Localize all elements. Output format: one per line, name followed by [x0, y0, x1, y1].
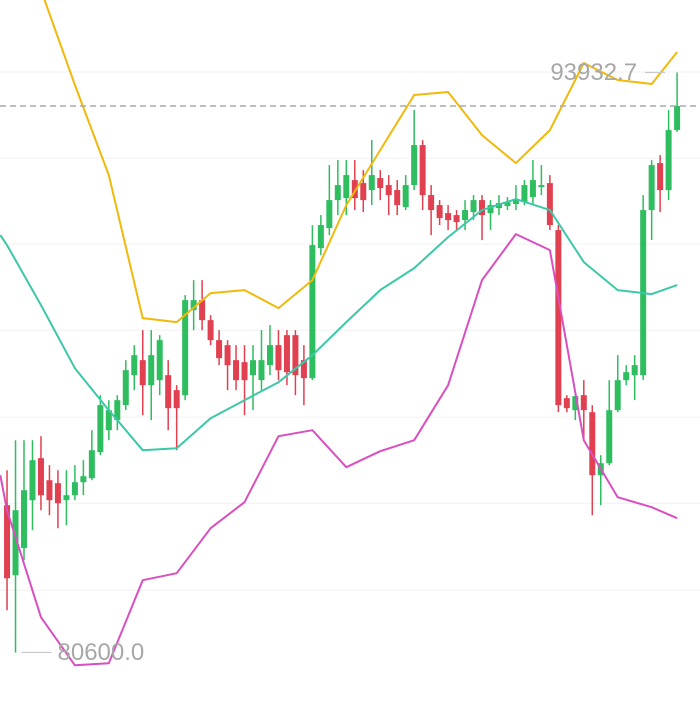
candle-body — [411, 145, 418, 186]
candle-body — [580, 395, 587, 411]
candle-body — [88, 450, 95, 479]
candle-body — [563, 398, 570, 409]
candle-body — [351, 180, 358, 199]
candle-body — [377, 178, 384, 189]
candle-body — [46, 480, 53, 501]
candle-body — [71, 482, 78, 496]
candle-body — [105, 410, 112, 431]
candle-body — [648, 165, 655, 211]
candle-body — [529, 180, 536, 198]
candle-body — [309, 245, 316, 379]
candle-body — [258, 360, 265, 381]
candle-body — [657, 163, 664, 191]
candle-body — [436, 205, 443, 219]
candle-body — [512, 200, 519, 205]
candle-body — [674, 106, 681, 131]
band-line — [0, 233, 678, 667]
candle-body — [131, 355, 138, 376]
candle-body — [4, 505, 11, 579]
candle-body — [504, 202, 511, 207]
candle-body — [275, 345, 282, 371]
candle-body — [241, 362, 248, 381]
candle-body — [487, 205, 494, 214]
candle-body — [21, 490, 28, 549]
candle-body — [572, 396, 579, 411]
candle-body — [614, 380, 621, 411]
candle-body — [462, 210, 469, 221]
candle-body — [224, 345, 231, 366]
candle-body — [156, 340, 163, 381]
candle-body — [80, 476, 87, 483]
candle-body — [139, 360, 146, 386]
candle-body — [555, 230, 562, 406]
candle-body — [122, 370, 129, 406]
min-label: 80600.0 — [58, 639, 145, 666]
candle-body — [266, 345, 273, 366]
candle-body — [216, 340, 223, 359]
candle-body — [631, 365, 638, 376]
candle-body — [368, 175, 375, 191]
candle-body — [360, 183, 367, 201]
candle-body — [29, 460, 36, 501]
candle-body — [148, 355, 155, 386]
candle-body — [334, 185, 341, 201]
candle-body — [37, 458, 44, 496]
candle-body — [233, 360, 240, 381]
candle-body — [589, 412, 596, 476]
candle-body — [190, 300, 197, 311]
candle-body — [394, 190, 401, 206]
candle-body — [165, 375, 172, 409]
candle-body — [402, 185, 409, 208]
band-line — [0, 198, 678, 452]
candle-body — [292, 335, 299, 376]
candle-body — [97, 405, 104, 453]
candle-body — [470, 200, 477, 213]
candle-body — [546, 183, 553, 226]
band-line — [43, 0, 678, 324]
candle-body — [419, 145, 426, 196]
candle-body — [606, 410, 613, 464]
candle-body — [54, 483, 61, 504]
candle-body — [521, 185, 528, 203]
candle-body — [63, 495, 70, 501]
candle-body — [623, 372, 630, 381]
candle-body — [326, 200, 333, 229]
candle-body — [207, 320, 214, 341]
candle-body — [173, 390, 180, 409]
candle-body — [250, 360, 257, 376]
candle-body — [114, 400, 121, 421]
candle-body — [665, 130, 672, 191]
max-label: 93932.7 — [550, 59, 637, 86]
candle-body — [300, 360, 307, 379]
candle-body — [479, 200, 486, 216]
candle-body — [385, 185, 392, 196]
candle-body — [453, 215, 460, 223]
candle-body — [199, 300, 206, 321]
candle-body — [445, 213, 452, 221]
candle-body — [343, 175, 350, 199]
candle-body — [283, 335, 290, 373]
candle-body — [12, 510, 19, 576]
candle-body — [182, 300, 189, 396]
candle-body — [317, 225, 324, 249]
candle-body — [538, 185, 545, 188]
candle-body — [428, 195, 435, 211]
